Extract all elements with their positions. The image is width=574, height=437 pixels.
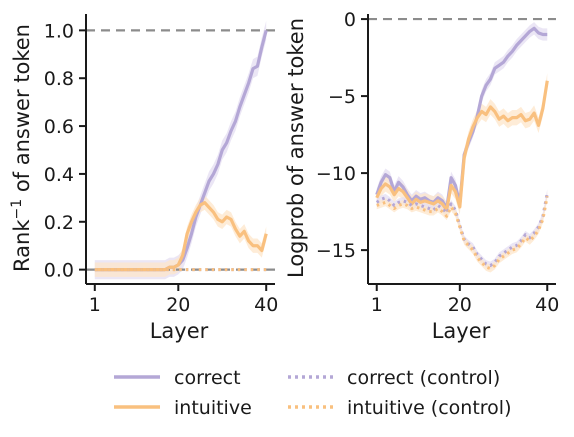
left-confidence-bands xyxy=(94,20,267,280)
left-y-tick-label-2: 0.4 xyxy=(44,164,74,186)
legend-label-intuitive-control: intuitive (control) xyxy=(347,397,511,419)
right-series-lines xyxy=(375,26,549,271)
right-x-tick-label-1: 1 xyxy=(371,294,383,316)
right-y-tick-label-3: −15 xyxy=(316,240,356,262)
right-y-tick-label-0: 0 xyxy=(344,9,356,31)
left-y-tick-label-4: 0.8 xyxy=(44,68,74,90)
legend-label-correct-control: correct (control) xyxy=(347,367,500,389)
left-y-axis-label-rest: of answer token xyxy=(10,24,34,199)
left-series-lines xyxy=(94,29,268,272)
right-line-intuitive xyxy=(375,80,549,212)
legend: correct intuitive correct (control) intu… xyxy=(114,367,511,419)
left-y-axis-label-superscript: −1 xyxy=(9,199,25,220)
left-x-tick-label-1: 1 xyxy=(89,294,101,316)
right-y-tick-label-1: −5 xyxy=(328,86,356,108)
right-line-intuitive-control xyxy=(376,195,549,271)
right-x-tick-label-20: 20 xyxy=(448,294,472,316)
legend-label-correct: correct xyxy=(174,367,241,389)
right-y-axis-label: Logprob of answer token xyxy=(284,18,308,278)
left-y-tick-label-1: 0.2 xyxy=(44,212,74,234)
left-y-axis-label: Rank−1 of answer token xyxy=(9,24,34,272)
left-y-axis-label-main: Rank xyxy=(10,219,34,272)
right-x-tick-label-40: 40 xyxy=(535,294,559,316)
left-band-intuitive xyxy=(94,195,267,277)
logprob-panel: 1 20 40 0 −5 −10 −15 Layer Logprob of answer t… xyxy=(284,9,559,343)
left-x-axis-label: Layer xyxy=(150,319,209,343)
right-confidence-bands xyxy=(376,22,548,273)
right-axes: 1 20 40 0 −5 −10 −15 xyxy=(316,9,559,316)
right-y-tick-label-2: −10 xyxy=(316,163,356,185)
left-line-intuitive xyxy=(94,201,268,272)
left-y-tick-label-3: 0.6 xyxy=(44,116,74,138)
right-band-correct-control xyxy=(376,189,548,270)
left-y-tick-label-0: 0.0 xyxy=(44,260,74,282)
rank-panel: 1 20 40 0.0 0.2 0.4 0.6 0.8 1.0 Layer Rank−1 of … xyxy=(9,14,278,343)
right-x-axis-label: Layer xyxy=(432,319,491,343)
left-axes: 1 20 40 0.0 0.2 0.4 0.6 0.8 1.0 xyxy=(44,14,278,316)
left-x-tick-label-20: 20 xyxy=(166,294,190,316)
legend-label-intuitive: intuitive xyxy=(174,397,252,419)
left-x-tick-label-40: 40 xyxy=(254,294,278,316)
left-y-tick-label-5: 1.0 xyxy=(44,20,74,42)
